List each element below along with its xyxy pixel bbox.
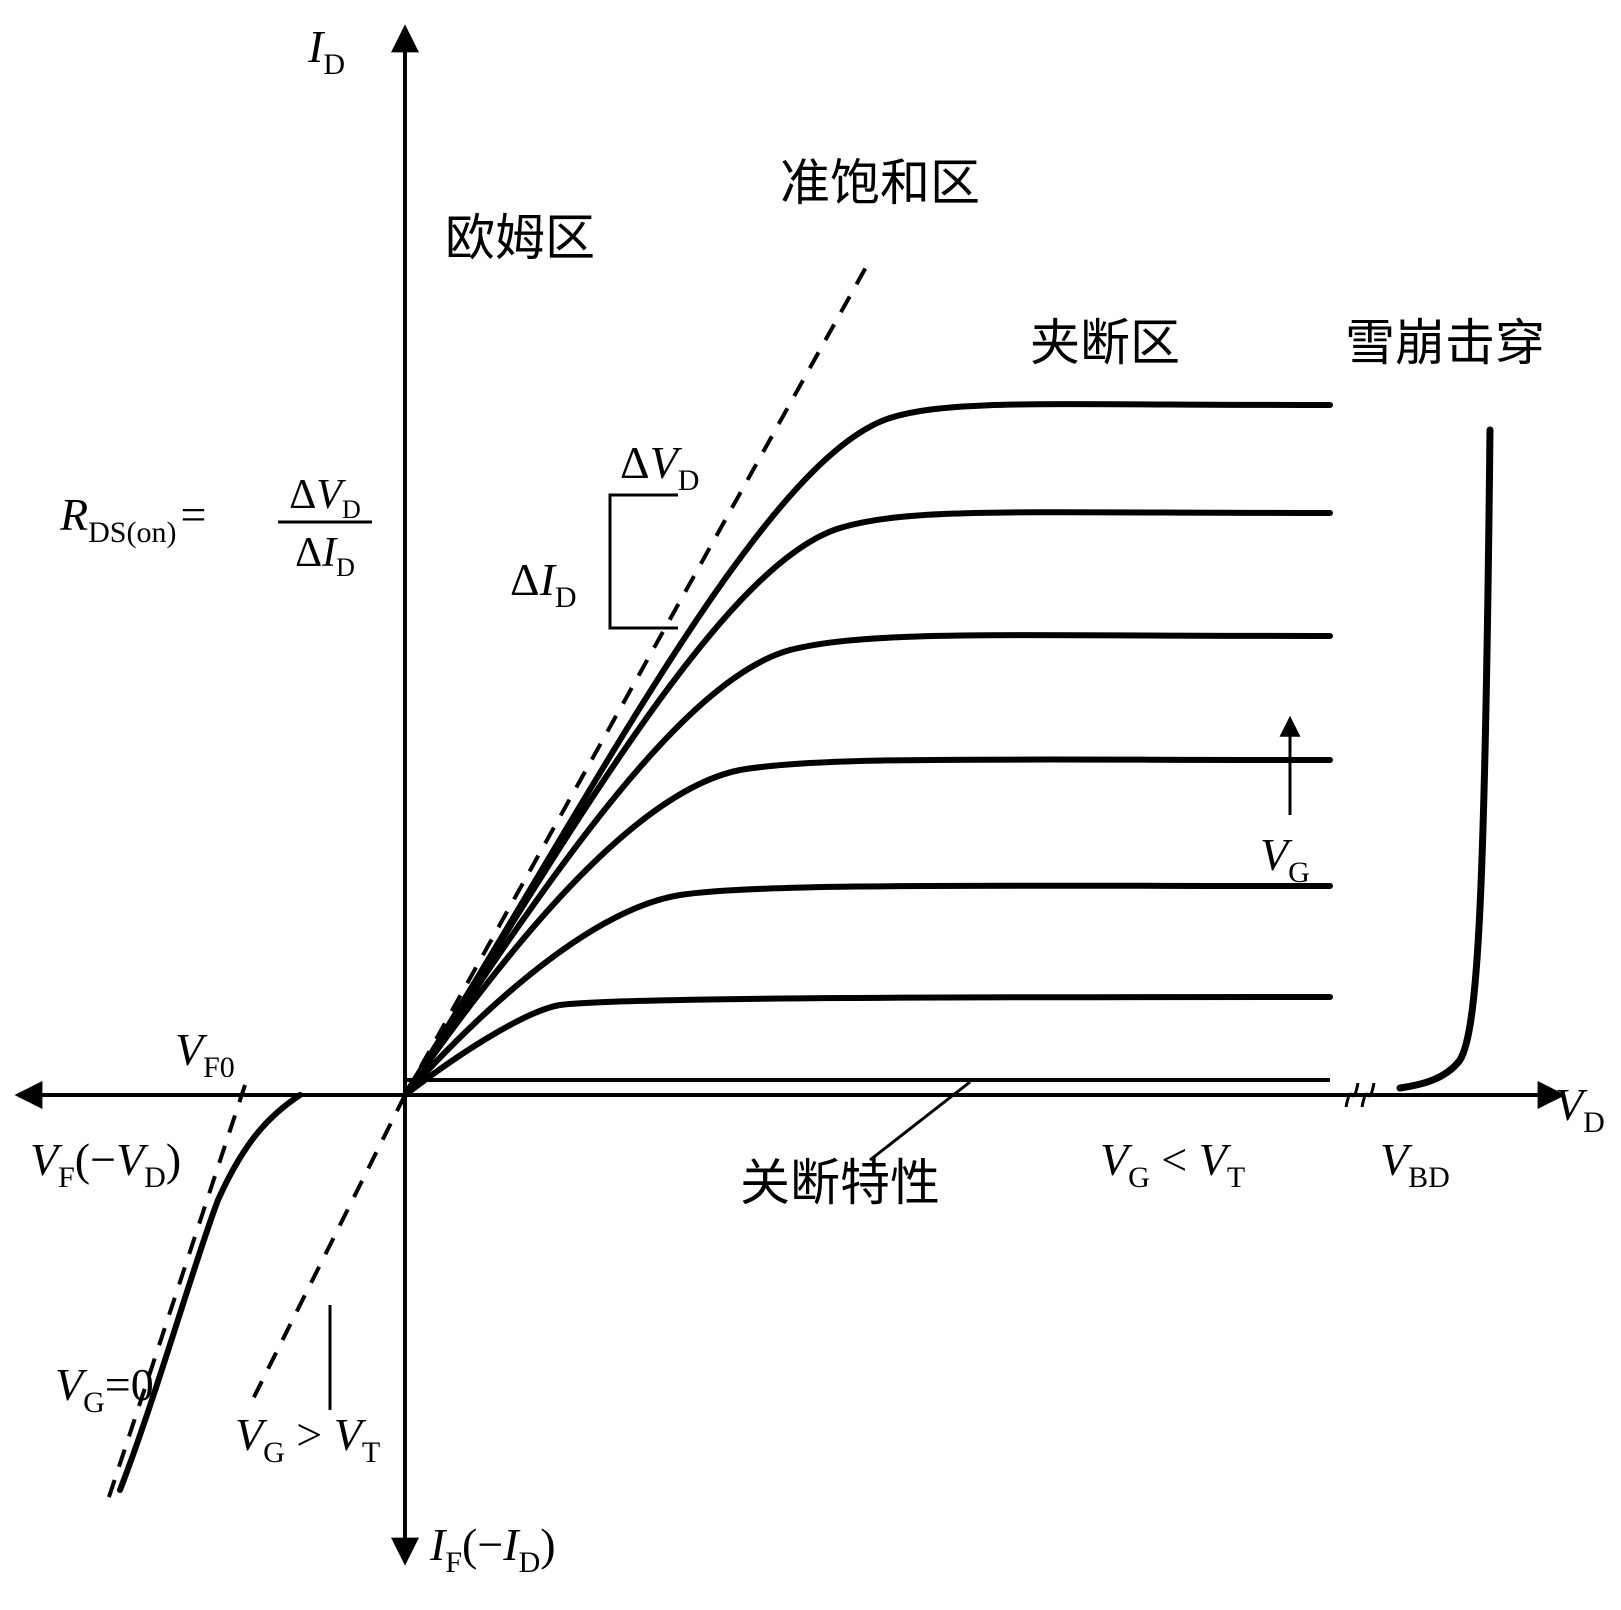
region-label-pinch: 夹断区 (1030, 315, 1180, 371)
region-label-quasi: 准饱和区 (780, 155, 980, 211)
region-label-off: 关断特性 (740, 1155, 940, 1211)
region-label-ohmic: 欧姆区 (445, 210, 595, 266)
region-label-avalanche: 雪崩击穿 (1345, 315, 1545, 371)
mosfet-iv-diagram: IDVDIF(−ID)VF(−VD)ΔVDΔIDRDS(on)=ΔVDΔIDVG… (0, 0, 1621, 1610)
